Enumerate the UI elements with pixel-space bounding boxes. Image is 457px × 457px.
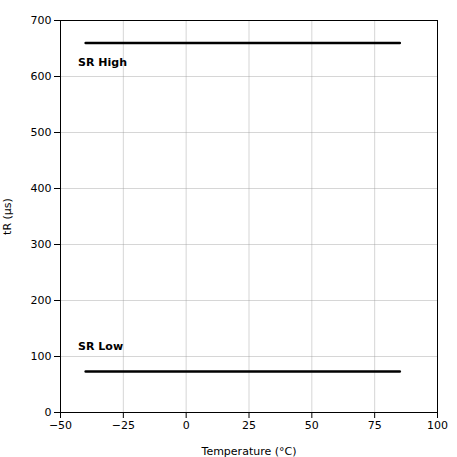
svg-text:0: 0 — [45, 406, 52, 419]
svg-text:0: 0 — [183, 419, 190, 432]
svg-text:−50: −50 — [49, 419, 72, 432]
svg-text:75: 75 — [368, 419, 382, 432]
svg-text:Temperature (°C): Temperature (°C) — [201, 445, 297, 457]
svg-text:100: 100 — [427, 419, 448, 432]
svg-text:600: 600 — [31, 70, 52, 83]
svg-text:SR High: SR High — [78, 56, 127, 69]
svg-text:100: 100 — [31, 350, 52, 363]
svg-text:300: 300 — [31, 238, 52, 251]
svg-text:50: 50 — [305, 419, 319, 432]
svg-text:−25: −25 — [112, 419, 135, 432]
svg-text:tR (µs): tR (µs) — [1, 198, 14, 235]
svg-text:400: 400 — [31, 182, 52, 195]
svg-text:700: 700 — [31, 14, 52, 27]
svg-text:25: 25 — [242, 419, 256, 432]
svg-text:SR Low: SR Low — [78, 340, 123, 353]
svg-text:500: 500 — [31, 126, 52, 139]
svg-text:200: 200 — [31, 294, 52, 307]
